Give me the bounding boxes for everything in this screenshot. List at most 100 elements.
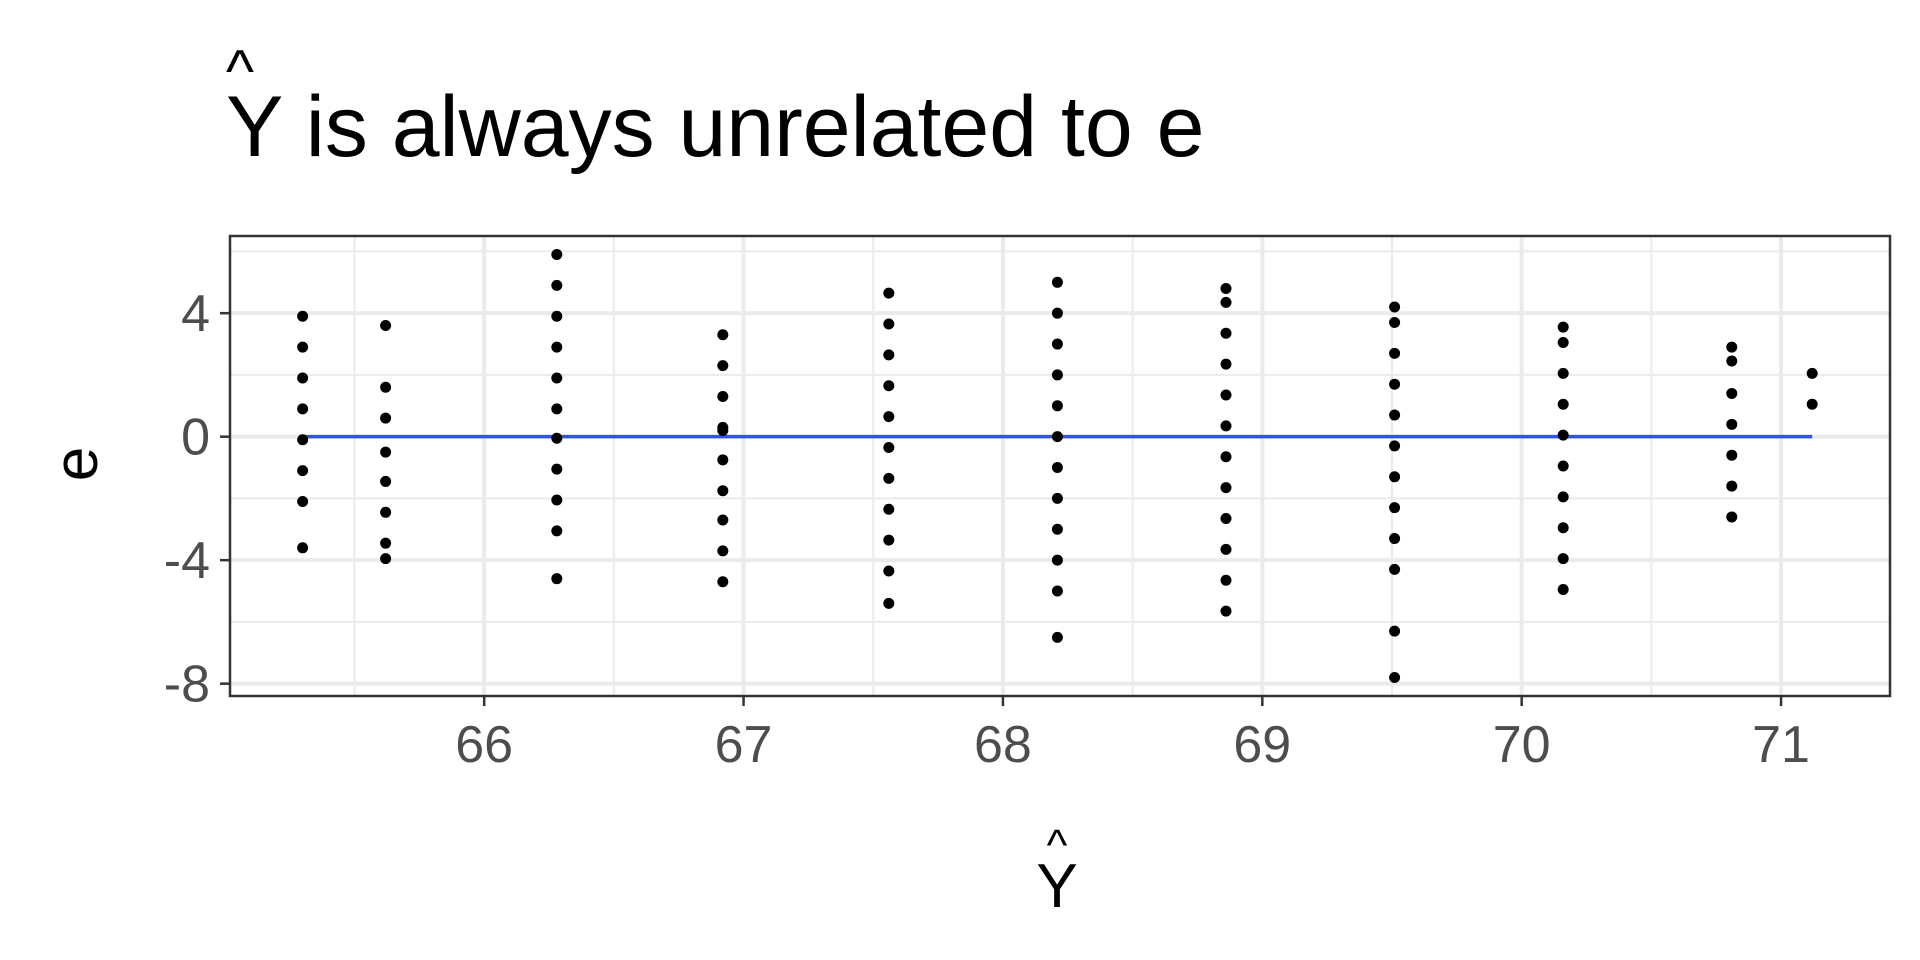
- data-point: [297, 496, 309, 508]
- data-point: [1220, 420, 1232, 432]
- data-point: [551, 403, 563, 415]
- data-point: [1557, 367, 1569, 379]
- data-point: [297, 341, 309, 353]
- x-tick-label: 71: [1752, 716, 1810, 774]
- y-axis: -8 -4 0 4: [164, 285, 230, 714]
- data-point: [1726, 511, 1738, 523]
- plot-panel: [228, 234, 1892, 698]
- data-point: [1051, 523, 1063, 535]
- title-symbol: Y: [226, 79, 282, 175]
- data-point: [1389, 625, 1401, 637]
- y-axis-title: e: [42, 447, 111, 481]
- title-hat: ^: [226, 38, 254, 105]
- y-tick-label: -4: [164, 532, 210, 590]
- data-point: [1220, 605, 1232, 617]
- y-tick-label: -8: [164, 656, 210, 714]
- data-point: [1389, 563, 1401, 575]
- panel-border: [228, 234, 1892, 698]
- data-point: [1389, 347, 1401, 359]
- data-point: [297, 434, 309, 446]
- data-point: [551, 249, 563, 261]
- data-point: [717, 454, 729, 466]
- data-point: [1389, 471, 1401, 483]
- data-point: [717, 485, 729, 497]
- points-layer: [297, 249, 1818, 683]
- data-point: [1220, 482, 1232, 494]
- title-text: Y is always unrelated to e: [226, 79, 1204, 175]
- title-rest: is always unrelated to e: [282, 79, 1205, 175]
- data-point: [1389, 440, 1401, 452]
- data-point: [1051, 369, 1063, 381]
- data-point: [1220, 296, 1232, 308]
- data-point: [551, 310, 563, 322]
- data-point: [1220, 358, 1232, 370]
- data-point: [1051, 631, 1063, 643]
- y-tick-label: 0: [181, 409, 210, 467]
- data-point: [1557, 460, 1569, 472]
- chart-title: ^ Y is always unrelated to e: [226, 38, 1205, 175]
- data-point: [883, 472, 895, 484]
- x-tick-label: 70: [1493, 716, 1551, 774]
- y-tick-label: 4: [181, 285, 210, 343]
- data-point: [297, 465, 309, 477]
- data-point: [1726, 449, 1738, 461]
- x-tick-label: 67: [715, 716, 773, 774]
- data-point: [1557, 583, 1569, 595]
- x-tick-label: 68: [974, 716, 1032, 774]
- data-point: [551, 573, 563, 585]
- data-point: [1557, 337, 1569, 349]
- data-point: [1806, 398, 1818, 410]
- data-point: [1726, 355, 1738, 367]
- data-point: [380, 446, 392, 458]
- x-tick-label: 69: [1233, 716, 1291, 774]
- data-point: [717, 329, 729, 341]
- data-point: [551, 463, 563, 475]
- data-point: [380, 553, 392, 565]
- data-point: [1051, 585, 1063, 597]
- data-point: [1220, 451, 1232, 463]
- data-point: [883, 503, 895, 515]
- x-axis: 66 67 68 69 70 71: [455, 696, 1810, 774]
- data-point: [551, 279, 563, 291]
- data-point: [1220, 543, 1232, 555]
- data-point: [1051, 338, 1063, 350]
- data-point: [717, 391, 729, 403]
- data-point: [1726, 480, 1738, 492]
- data-point: [551, 341, 563, 353]
- data-point: [297, 310, 309, 322]
- data-point: [551, 525, 563, 537]
- data-point: [883, 597, 895, 609]
- data-point: [1557, 491, 1569, 503]
- data-point: [1726, 341, 1738, 353]
- data-point: [1051, 492, 1063, 504]
- data-point: [1220, 282, 1232, 294]
- data-point: [551, 494, 563, 506]
- data-point: [297, 542, 309, 554]
- x-tick-label: 66: [455, 716, 513, 774]
- data-point: [551, 372, 563, 384]
- data-point: [1389, 502, 1401, 514]
- data-point: [1051, 462, 1063, 474]
- x-axis-title-hat: ^: [1047, 821, 1068, 870]
- data-point: [1051, 400, 1063, 412]
- data-point: [1051, 307, 1063, 319]
- data-point: [883, 534, 895, 546]
- x-axis-title-symbol: Y: [1036, 852, 1077, 921]
- data-point: [1557, 522, 1569, 534]
- data-point: [883, 411, 895, 423]
- data-point: [1726, 418, 1738, 430]
- data-point: [1557, 429, 1569, 441]
- data-point: [1389, 533, 1401, 545]
- data-point: [551, 432, 563, 444]
- data-point: [1806, 367, 1818, 379]
- data-point: [1557, 398, 1569, 410]
- data-point: [380, 537, 392, 549]
- data-point: [1389, 409, 1401, 421]
- data-point: [1726, 387, 1738, 399]
- data-point: [1220, 512, 1232, 524]
- data-point: [1220, 389, 1232, 401]
- data-point: [717, 576, 729, 588]
- data-point: [883, 565, 895, 577]
- data-point: [1389, 316, 1401, 328]
